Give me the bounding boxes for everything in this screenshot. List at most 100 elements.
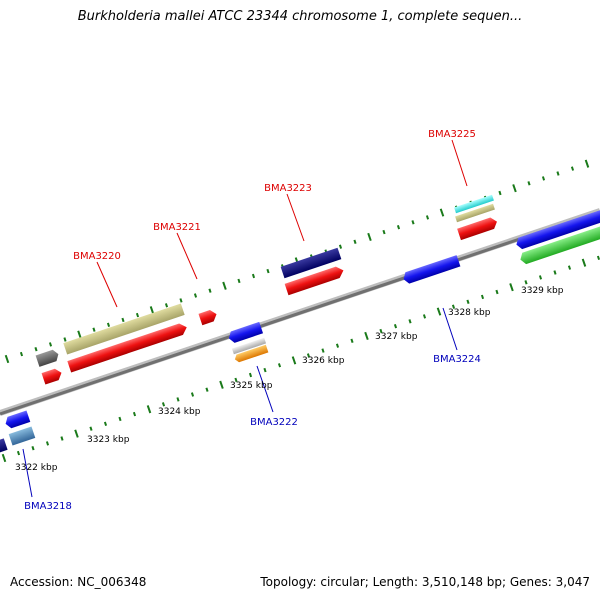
scale-minor-tick [527,181,531,186]
scale-minor-tick [34,346,38,352]
scale-minor-tick [135,312,140,318]
gene-bma3220-olive[interactable] [63,303,185,355]
scale-minor-tick [89,426,93,431]
scale-minor-tick [350,338,354,344]
scale-minor-tick [92,327,96,332]
scale-minor-tick [538,275,543,280]
gene-bma3218[interactable] [8,426,36,446]
scale-minor-tick [237,278,241,284]
scale-minor-tick [556,171,560,176]
genome-summary: Topology: circular; Length: 3,510,148 bp… [260,575,590,589]
gene-label-bma3224[interactable]: BMA3224 [433,354,481,365]
gene-label-bma3223[interactable]: BMA3223 [264,183,312,194]
scale-major-tick [439,208,445,217]
scale-minor-tick [306,353,311,358]
scale-major-tick [1,453,7,463]
scale-minor-tick [179,298,183,303]
scale-minor-tick [393,323,398,329]
scale-minor-tick [48,342,53,347]
scale-major-tick [4,354,10,364]
gene-blue-right[interactable] [514,209,600,251]
scale-minor-tick [266,268,270,274]
scale-minor-tick [263,367,267,373]
gene-label-bma3225[interactable]: BMA3225 [428,129,476,140]
gene-bma3223[interactable] [284,265,346,296]
scale-minor-tick [495,289,499,295]
scale-major-tick [364,331,369,341]
scale-major-tick [509,283,514,292]
gene-bma3225[interactable] [457,216,499,241]
scale-label: 3324 kbp [158,407,201,417]
gene-bma3222[interactable] [234,344,269,363]
gene-bma3224[interactable] [402,255,461,285]
scale-minor-tick [193,293,198,298]
scale-minor-tick [541,176,546,181]
scale-label: 3325 kbp [230,381,273,391]
scale-minor-tick [190,392,195,397]
gene-label-bma3221[interactable]: BMA3221 [153,222,201,233]
scale-minor-tick [524,280,528,285]
chromosome-backbone-core [0,210,600,416]
gene-label-bma3222[interactable]: BMA3222 [250,417,298,428]
gene-red-small-left[interactable] [41,367,64,385]
scale-minor-tick [466,299,470,305]
gene-bma3223-navy[interactable] [280,247,342,279]
scale-minor-tick [425,215,430,220]
scale-minor-tick [164,303,169,308]
scale-minor-tick [208,288,212,293]
scale-minor-tick [234,377,238,383]
scale-minor-tick [396,224,401,230]
scale-major-tick [219,380,224,389]
scale-minor-tick [353,239,357,245]
gene-bma3225-cyan[interactable] [454,194,494,214]
gene-bma3222-blue[interactable] [227,321,264,344]
scale-minor-tick [498,190,502,196]
gene-label-bma3218[interactable]: BMA3218 [24,501,72,512]
scale-minor-tick [321,348,325,353]
scale-major-tick [222,281,227,290]
scale-label: 3329 kbp [521,286,564,296]
scale-minor-tick [335,343,340,348]
scale-minor-tick [567,265,572,270]
scale-minor-tick [251,273,256,279]
scale-major-tick [584,159,590,168]
callout-line [22,448,33,498]
gene-bma3222-silver[interactable] [231,337,267,355]
callout-line [286,193,305,242]
gene-green-right[interactable] [518,224,600,266]
callout-line [442,307,458,351]
scale-minor-tick [60,436,64,441]
callout-line [176,232,198,280]
gene-bma3220[interactable] [67,322,188,373]
scale-major-tick [367,232,372,242]
scale-minor-tick [553,270,557,275]
scale-minor-tick [205,387,209,392]
map-title: Burkholderia mallei ATCC 23344 chromosom… [77,9,523,24]
scale-minor-tick [16,450,21,456]
scale-major-tick [74,429,79,438]
scale-minor-tick [382,229,386,235]
scale-minor-tick [176,397,180,402]
scale-major-tick [436,307,442,316]
scale-minor-tick [103,421,108,427]
scale-minor-tick [570,166,575,171]
scale-minor-tick [408,319,412,324]
scale-minor-tick [379,328,383,334]
gene-label-bma3220[interactable]: BMA3220 [73,251,121,262]
scale-major-tick [512,184,517,193]
scale-minor-tick [118,416,122,422]
scale-label: 3323 kbp [87,435,130,445]
gene-bma3221[interactable] [198,308,219,326]
callout-line [96,261,118,308]
scale-minor-tick [106,322,111,328]
scale-major-tick [149,306,155,315]
gene-bma3225-olive[interactable] [455,203,495,223]
gene-bma3219-grey[interactable] [35,348,61,367]
scale-minor-tick [45,441,50,446]
bottom-scale-track [1,255,600,463]
scale-label: 3328 kbp [448,308,491,318]
gene-blue-edge-left[interactable] [4,410,31,429]
scale-minor-tick [451,304,456,309]
gene-dark-edge-left[interactable] [0,438,8,454]
